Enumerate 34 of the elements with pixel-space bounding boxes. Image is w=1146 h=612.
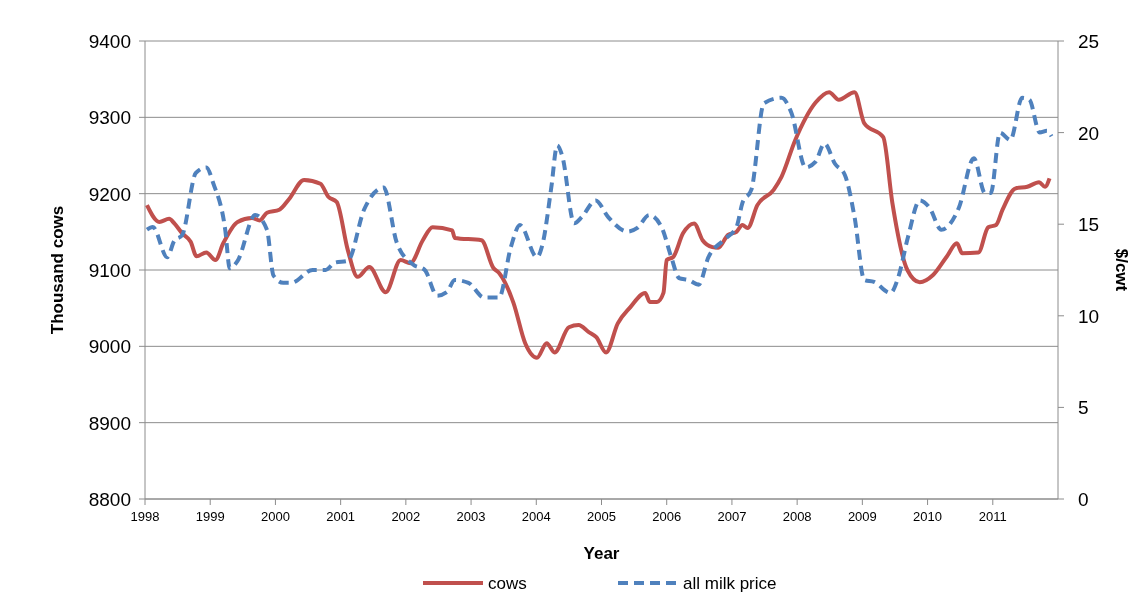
legend-label: cows [488, 574, 527, 593]
y2-tick-label: 0 [1078, 489, 1089, 510]
y-axis-title: Thousand cows [48, 205, 67, 335]
x-tick-label: 2004 [521, 509, 551, 524]
x-tick-label: 2008 [782, 509, 812, 524]
y2-axis-title: $/cwt [1112, 248, 1131, 292]
x-tick-label: 2002 [391, 509, 421, 524]
y2-tick-label: 15 [1078, 214, 1100, 236]
x-tick-label: 2009 [847, 509, 877, 524]
y-tick-label: 8800 [88, 489, 131, 510]
x-tick-label: 2001 [326, 509, 356, 524]
x-tick-label: 2003 [456, 509, 486, 524]
y-tick-label: 9300 [88, 107, 131, 129]
y-tick-label: 9400 [88, 31, 131, 52]
y-tick-label: 9100 [88, 260, 131, 281]
line-series [144, 90, 1052, 360]
y-tick-label: 9000 [88, 336, 131, 358]
x-tick-label: 2007 [717, 509, 747, 524]
x-tick-label: 1999 [195, 509, 225, 524]
x-tick-label: 2000 [260, 509, 290, 524]
y-tick-label: 8900 [88, 412, 131, 434]
x-tick-label: 2011 [978, 509, 1007, 524]
x-axis-title: Year [583, 544, 620, 563]
y2-tick-label: 5 [1078, 397, 1089, 419]
legend-label: all milk price [683, 574, 777, 593]
y2-tick-label: 10 [1078, 305, 1100, 327]
line-series [144, 95, 1054, 300]
y2-tick-label: 20 [1078, 122, 1100, 144]
x-tick-label: 1998 [130, 509, 160, 524]
x-tick-label: 2006 [652, 509, 682, 524]
x-tick-label: 2005 [587, 509, 616, 524]
y-tick-label: 9200 [88, 183, 131, 205]
y2-tick-label: 25 [1078, 31, 1100, 52]
x-tick-label: 2010 [913, 509, 943, 524]
